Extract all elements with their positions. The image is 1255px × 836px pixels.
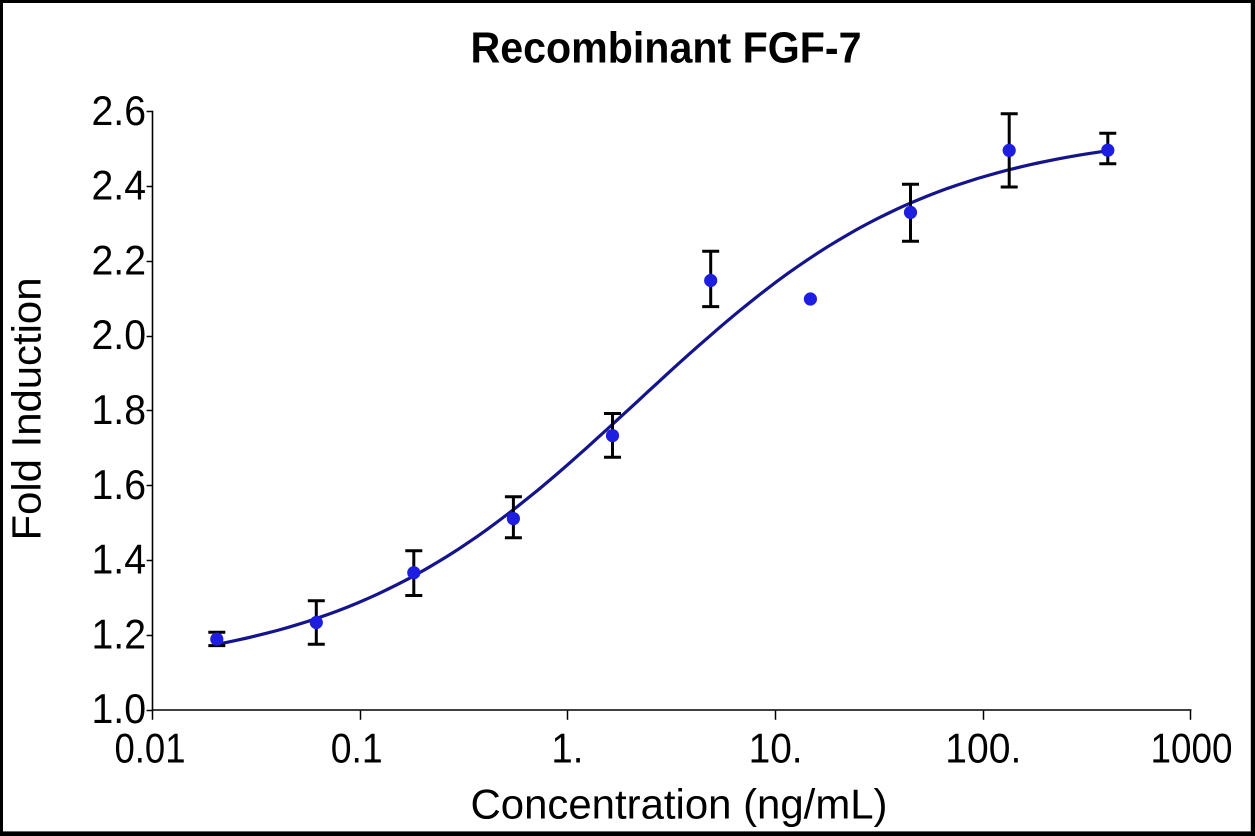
svg-text:1.8: 1.8 (92, 386, 147, 433)
svg-text:2.2: 2.2 (92, 236, 147, 283)
svg-text:1.: 1. (551, 724, 583, 771)
svg-text:2.6: 2.6 (92, 87, 147, 134)
svg-text:10.: 10. (749, 724, 803, 771)
svg-text:1.0: 1.0 (92, 685, 147, 732)
svg-text:Fold Induction: Fold Induction (4, 278, 50, 541)
svg-text:1.2: 1.2 (92, 610, 147, 657)
svg-text:1.6: 1.6 (92, 461, 147, 508)
svg-text:1.4: 1.4 (92, 536, 147, 583)
svg-text:0.1: 0.1 (331, 724, 383, 771)
svg-text:1000: 1000 (1151, 724, 1233, 771)
svg-text:100.: 100. (945, 724, 1021, 771)
svg-text:2.0: 2.0 (92, 311, 147, 358)
svg-text:Concentration (ng/mL): Concentration (ng/mL) (471, 781, 888, 828)
svg-text:Recombinant FGF-7: Recombinant FGF-7 (471, 24, 862, 73)
svg-text:2.4: 2.4 (92, 162, 147, 209)
svg-text:0.01: 0.01 (115, 724, 186, 771)
